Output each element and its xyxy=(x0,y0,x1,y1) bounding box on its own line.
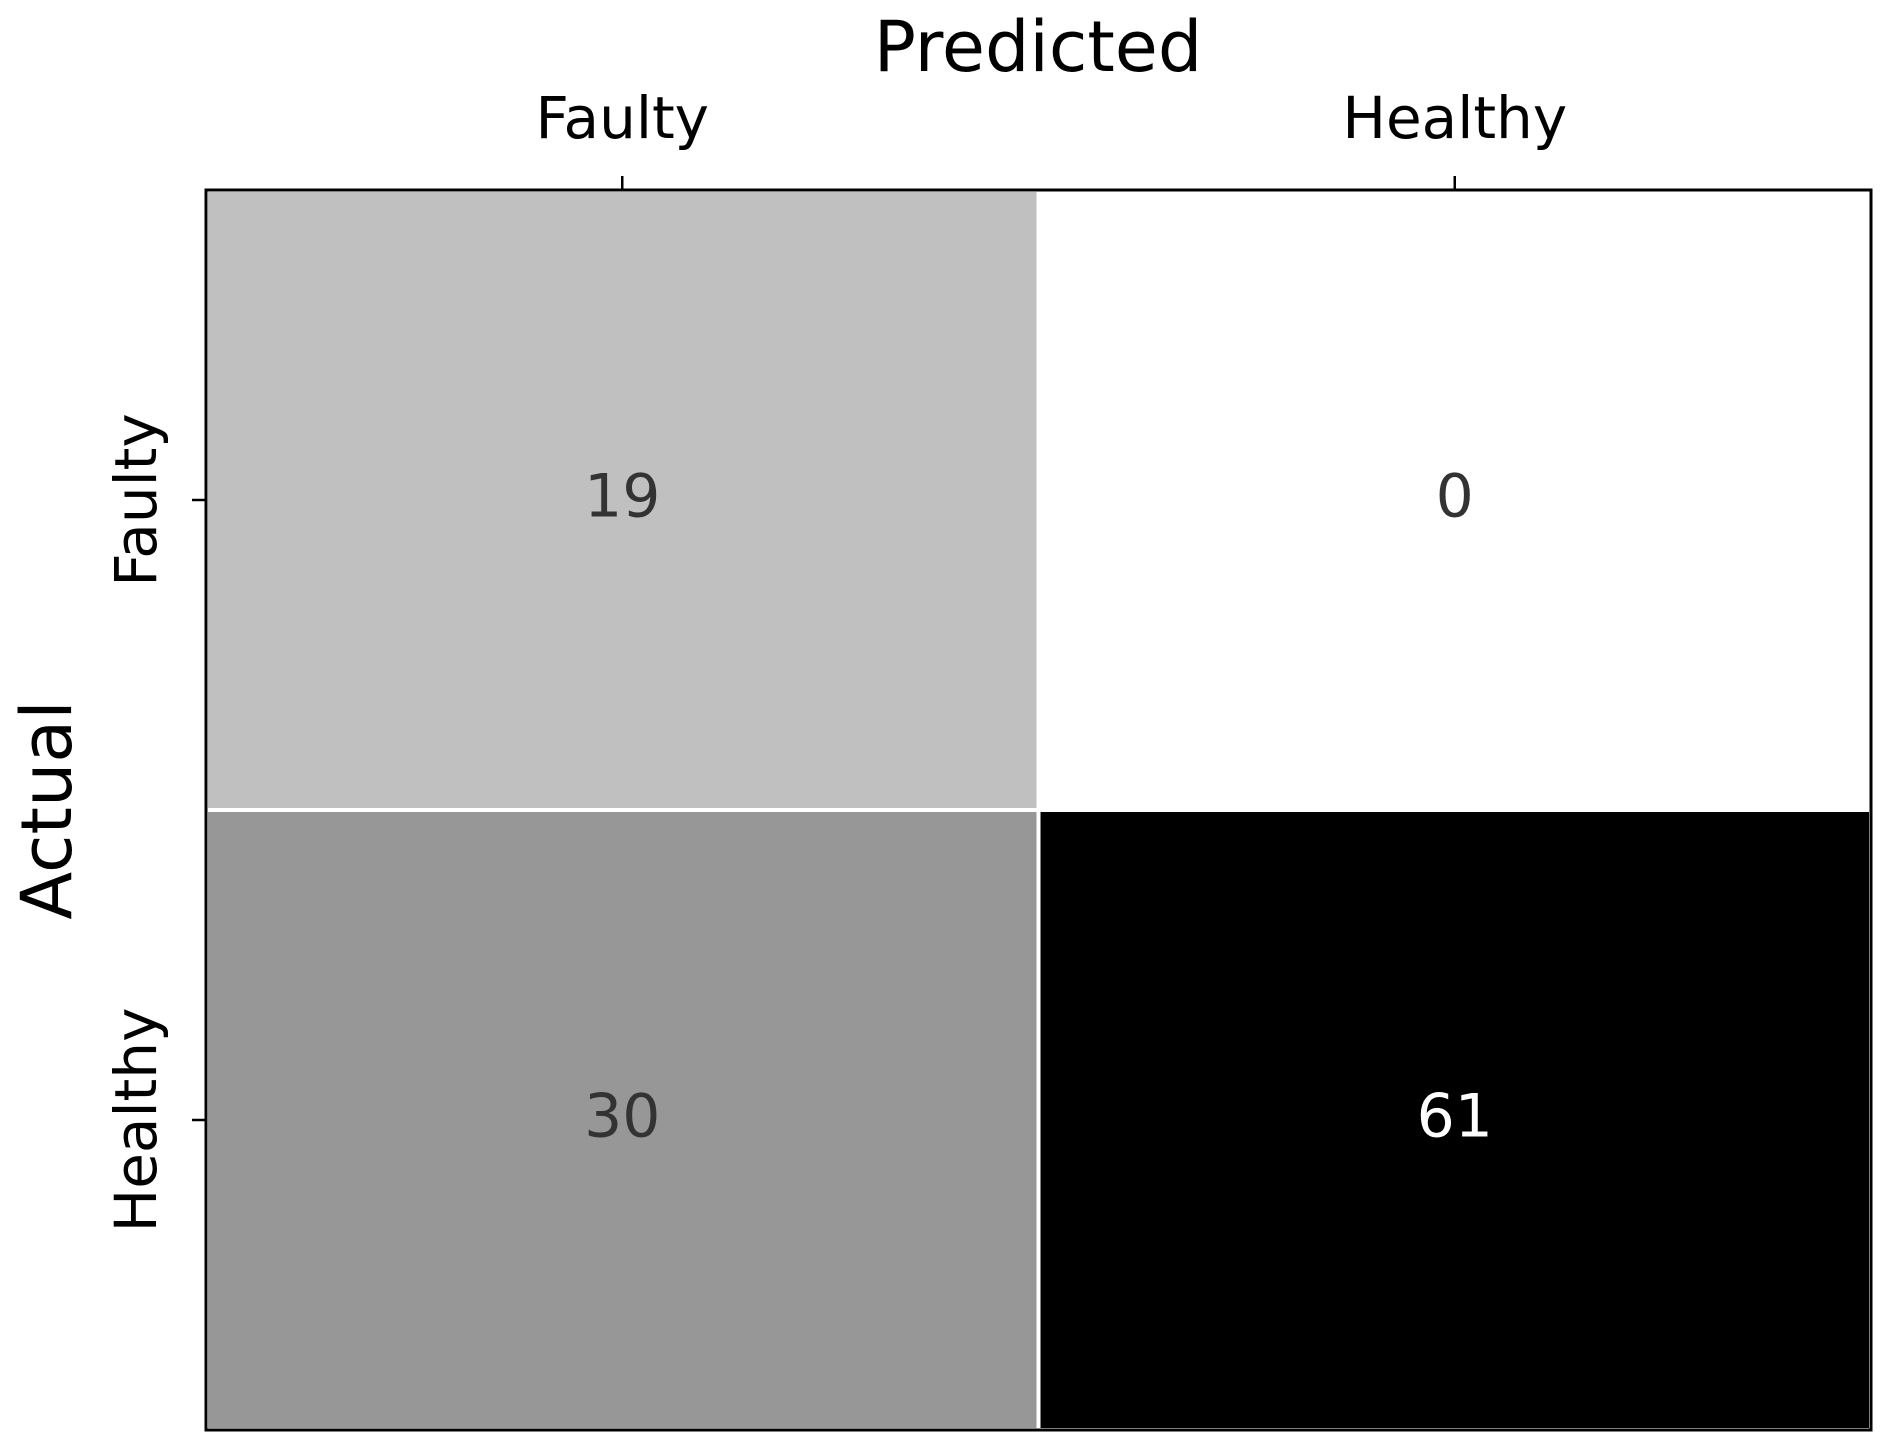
cell-value-label: 19 xyxy=(584,462,660,532)
x-tick-label: Healthy xyxy=(1342,84,1567,152)
heatmap-cell xyxy=(1036,188,1873,812)
y-tick-label: Faulty xyxy=(102,413,170,587)
plot-frame xyxy=(204,188,1873,1432)
y-axis-label: Actual xyxy=(6,700,88,919)
heatmap-cell xyxy=(1036,808,1873,1432)
heatmap-cell xyxy=(204,808,1041,1432)
heatmap-cell xyxy=(204,188,1041,812)
chart-title: Predicted xyxy=(874,6,1203,88)
cell-value-label: 0 xyxy=(1436,462,1474,532)
cell-value-label: 61 xyxy=(1417,1082,1493,1152)
y-tick-label: Healthy xyxy=(102,1008,170,1233)
x-tick-label: Faulty xyxy=(535,84,709,152)
cell-value-label: 30 xyxy=(584,1082,660,1152)
